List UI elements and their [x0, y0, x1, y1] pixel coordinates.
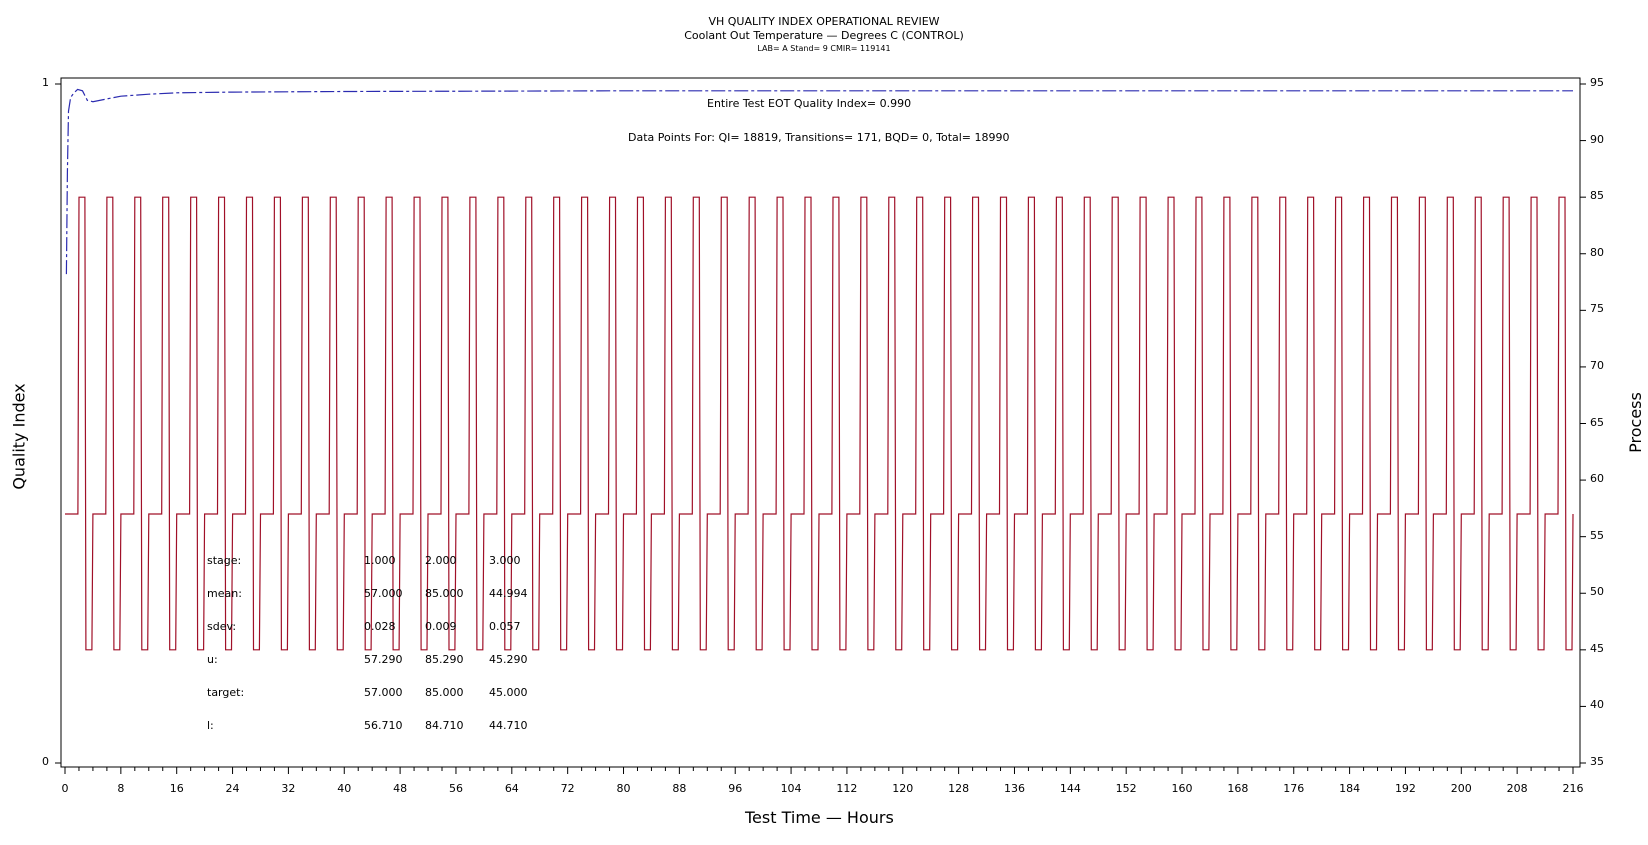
stats-row-label: stage: — [207, 554, 242, 567]
x-tick-label: 16 — [169, 782, 184, 795]
x-tick-label: 208 — [1506, 782, 1528, 795]
x-tick-label: 168 — [1227, 782, 1249, 795]
stats-cell: 0.028 — [364, 620, 396, 633]
y-left-tick-label: 0 — [42, 755, 49, 768]
x-tick-label: 200 — [1450, 782, 1472, 795]
y-right-tick-label: 55 — [1590, 528, 1604, 542]
axis-ticks — [55, 83, 1586, 774]
stats-cell: 85.000 — [425, 686, 464, 699]
x-tick-label: 160 — [1171, 782, 1193, 795]
y-right-tick-label: 85 — [1590, 189, 1604, 203]
stats-row-label: sdev: — [207, 620, 237, 633]
stats-row-label: l: — [207, 719, 214, 732]
y-right-tick-label: 75 — [1590, 302, 1604, 316]
y-right-tick-label: 80 — [1590, 245, 1604, 259]
quality-index-annotation: Entire Test EOT Quality Index= 0.990 — [707, 97, 912, 110]
y-right-tick-label: 40 — [1590, 698, 1604, 712]
stats-cell: 57.290 — [364, 653, 403, 666]
stats-cell: 45.290 — [489, 653, 528, 666]
chart-info-line: LAB= A Stand= 9 CMIR= 119141 — [757, 44, 891, 53]
x-tick-label: 176 — [1283, 782, 1305, 795]
plot-frame — [60, 77, 1581, 768]
x-tick-label: 32 — [281, 782, 296, 795]
x-tick-label: 64 — [504, 782, 519, 795]
x-tick-label: 112 — [836, 782, 858, 795]
stats-cell: 57.000 — [364, 686, 403, 699]
stats-cell: 2.000 — [425, 554, 457, 567]
stats-cell: 85.290 — [425, 653, 464, 666]
x-tick-label: 80 — [616, 782, 631, 795]
stats-row-label: u: — [207, 653, 218, 666]
stats-cell: 0.057 — [489, 620, 521, 633]
x-tick-label: 88 — [672, 782, 687, 795]
x-tick-label: 192 — [1394, 782, 1416, 795]
y-right-tick-label: 60 — [1590, 472, 1604, 486]
x-tick-label: 40 — [337, 782, 352, 795]
x-tick-label: 128 — [948, 782, 970, 795]
y-axis-right-title: Process — [1625, 392, 1645, 453]
x-tick-label: 24 — [225, 782, 240, 795]
stats-cell: 84.710 — [425, 719, 464, 732]
x-tick-label: 152 — [1115, 782, 1137, 795]
y-right-tick-label: 45 — [1590, 641, 1604, 655]
y-axis-left-title: Quality Index — [9, 383, 29, 490]
y-right-tick-label: 95 — [1590, 76, 1604, 89]
x-tick-label: 120 — [892, 782, 914, 795]
y-left-tick-label: 1 — [42, 76, 49, 89]
x-tick-label: 0 — [61, 782, 69, 795]
x-tick-label: 56 — [448, 782, 463, 795]
y-right-tick-label: 65 — [1590, 415, 1604, 429]
x-tick-label: 216 — [1562, 782, 1584, 795]
x-tick-label: 184 — [1339, 782, 1361, 795]
process-series — [65, 196, 1574, 651]
y-right-tick-label: 35 — [1590, 755, 1604, 768]
x-tick-label: 144 — [1059, 782, 1081, 795]
quality-index-line — [65, 88, 1573, 275]
stats-cell: 3.000 — [489, 554, 521, 567]
process-line — [65, 196, 1574, 651]
stats-cell: 1.000 — [364, 554, 396, 567]
x-axis-title: Test Time — Hours — [745, 808, 894, 827]
y-right-tick-label: 90 — [1590, 132, 1604, 146]
data-points-annotation: Data Points For: QI= 18819, Transitions=… — [628, 131, 1010, 144]
x-tick-label: 104 — [780, 782, 802, 795]
x-tick-label: 96 — [728, 782, 743, 795]
stats-row-label: target: — [207, 686, 245, 699]
stats-cell: 57.000 — [364, 587, 403, 600]
stats-cell: 45.000 — [489, 686, 528, 699]
stats-cell: 44.710 — [489, 719, 528, 732]
x-tick-label: 8 — [117, 782, 125, 795]
stats-cell: 0.009 — [425, 620, 457, 633]
y-right-tick-label: 50 — [1590, 585, 1604, 599]
stats-row-label: mean: — [207, 587, 242, 600]
chart-title: VH QUALITY INDEX OPERATIONAL REVIEW — [708, 15, 940, 28]
y-right-tick-label: 70 — [1590, 358, 1604, 372]
stats-cell: 85.000 — [425, 587, 464, 600]
x-tick-label: 136 — [1003, 782, 1025, 795]
chart-subtitle: Coolant Out Temperature — Degrees C (CON… — [684, 29, 964, 42]
quality-series — [65, 88, 1573, 275]
x-tick-label: 72 — [560, 782, 575, 795]
stats-cell: 56.710 — [364, 719, 403, 732]
x-tick-label: 48 — [393, 782, 408, 795]
stats-cell: 44.994 — [489, 587, 528, 600]
